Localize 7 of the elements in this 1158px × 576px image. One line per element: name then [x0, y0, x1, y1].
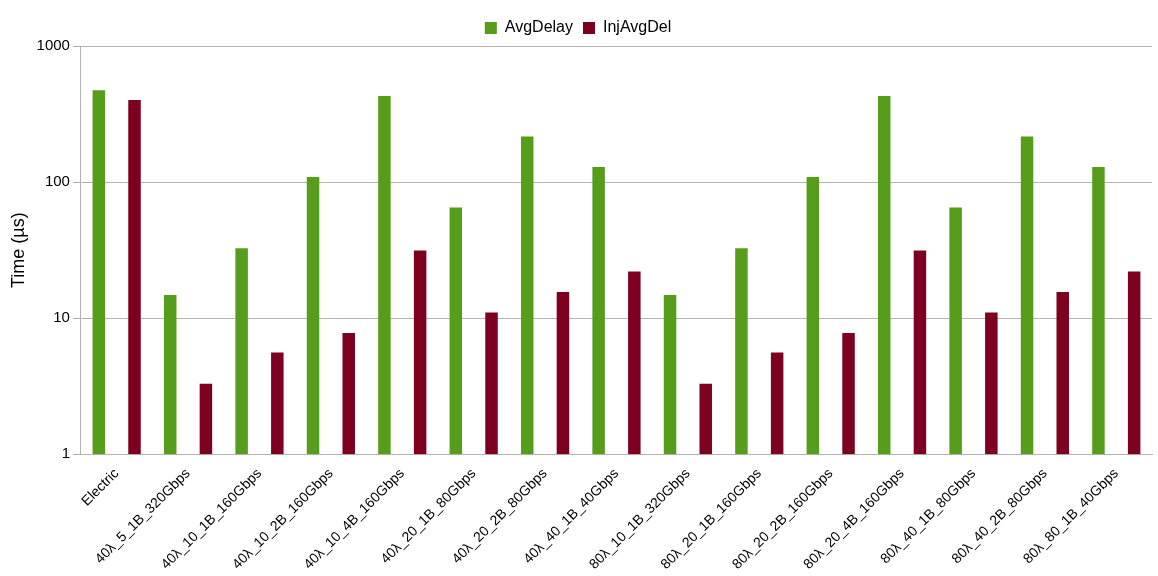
y-tick-label: 1000	[36, 36, 70, 54]
y-tick-label: 10	[53, 308, 70, 326]
y-tick-label: 100	[44, 172, 70, 190]
y-axis-title: Time (µs)	[7, 212, 28, 289]
legend-label: InjAvgDel	[603, 18, 672, 36]
legend-label: AvgDelay	[504, 18, 573, 36]
y-tick-label: 1	[61, 444, 70, 462]
